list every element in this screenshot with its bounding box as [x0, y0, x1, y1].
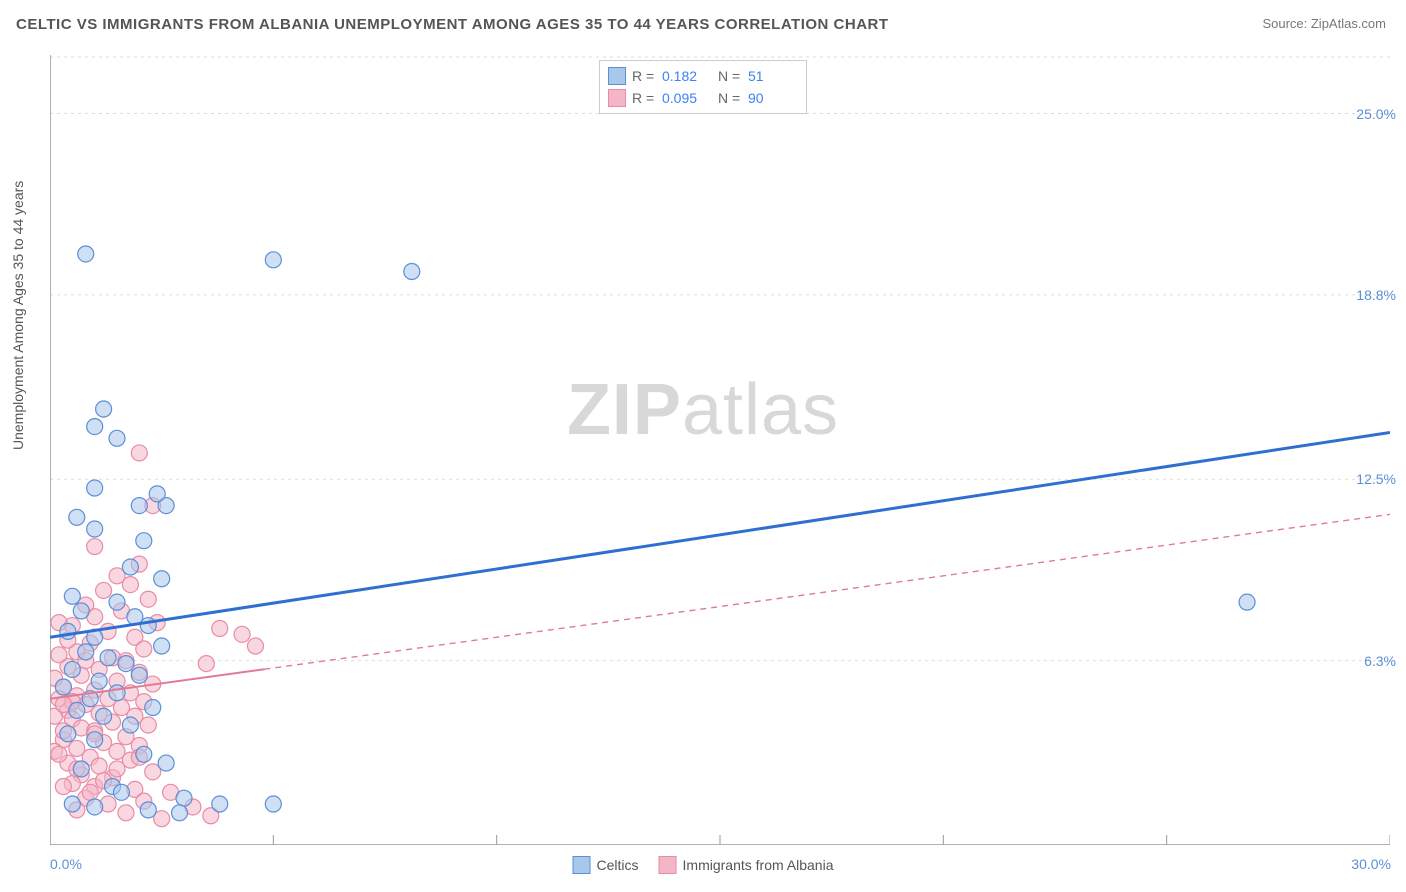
- data-point: [64, 796, 80, 812]
- data-point: [265, 796, 281, 812]
- legend-swatch: [608, 67, 626, 85]
- data-point: [82, 784, 98, 800]
- legend-swatch: [573, 856, 591, 874]
- data-point: [96, 582, 112, 598]
- data-point: [247, 638, 263, 654]
- data-point: [198, 656, 214, 672]
- x-axis-min-label: 0.0%: [50, 856, 82, 872]
- data-point: [145, 699, 161, 715]
- data-point: [131, 498, 147, 514]
- legend-swatch: [608, 89, 626, 107]
- data-point: [78, 246, 94, 262]
- data-point: [96, 401, 112, 417]
- data-point: [113, 784, 129, 800]
- n-value: 90: [748, 90, 798, 106]
- data-point: [78, 644, 94, 660]
- data-point: [131, 445, 147, 461]
- x-axis-max-label: 30.0%: [1351, 856, 1391, 872]
- data-point: [87, 521, 103, 537]
- data-point: [73, 603, 89, 619]
- data-point: [158, 755, 174, 771]
- data-point: [109, 430, 125, 446]
- n-label: N =: [718, 68, 742, 84]
- data-point: [234, 626, 250, 642]
- data-point: [73, 761, 89, 777]
- data-point: [51, 647, 67, 663]
- data-point: [69, 509, 85, 525]
- scatter-plot: [50, 55, 1390, 845]
- data-point: [212, 620, 228, 636]
- legend-stat-row: R = 0.182 N = 51: [608, 65, 798, 87]
- legend-series-name: Immigrants from Albania: [683, 857, 834, 873]
- data-point: [140, 802, 156, 818]
- data-point: [154, 571, 170, 587]
- data-point: [87, 480, 103, 496]
- y-tick-label: 6.3%: [1364, 653, 1396, 669]
- data-point: [140, 591, 156, 607]
- legend-stat-row: R = 0.095 N = 90: [608, 87, 798, 109]
- data-point: [87, 419, 103, 435]
- data-point: [87, 539, 103, 555]
- correlation-legend: R = 0.182 N = 51 R = 0.095 N = 90: [599, 60, 807, 114]
- data-point: [140, 717, 156, 733]
- data-point: [136, 533, 152, 549]
- data-point: [60, 726, 76, 742]
- data-point: [64, 588, 80, 604]
- r-label: R =: [632, 68, 656, 84]
- source-attribution: Source: ZipAtlas.com: [1262, 16, 1386, 31]
- data-point: [91, 673, 107, 689]
- regression-extrapolation: [264, 514, 1390, 669]
- chart-title: CELTIC VS IMMIGRANTS FROM ALBANIA UNEMPL…: [16, 16, 889, 33]
- legend-item: Celtics: [573, 856, 639, 874]
- data-point: [109, 761, 125, 777]
- data-point: [118, 656, 134, 672]
- data-point: [100, 650, 116, 666]
- series-legend: Celtics Immigrants from Albania: [573, 856, 834, 874]
- source-label: Source:: [1262, 16, 1310, 31]
- data-point: [212, 796, 228, 812]
- y-tick-label: 18.8%: [1356, 287, 1396, 303]
- data-point: [118, 805, 134, 821]
- legend-swatch: [659, 856, 677, 874]
- data-point: [122, 559, 138, 575]
- source-value: ZipAtlas.com: [1311, 16, 1386, 31]
- data-point: [109, 685, 125, 701]
- r-value: 0.182: [662, 68, 712, 84]
- data-point: [96, 708, 112, 724]
- legend-series-name: Celtics: [597, 857, 639, 873]
- data-point: [404, 264, 420, 280]
- data-point: [55, 778, 71, 794]
- data-point: [64, 661, 80, 677]
- legend-item: Immigrants from Albania: [659, 856, 834, 874]
- data-point: [91, 758, 107, 774]
- r-value: 0.095: [662, 90, 712, 106]
- data-point: [69, 702, 85, 718]
- data-point: [87, 799, 103, 815]
- data-point: [109, 594, 125, 610]
- n-label: N =: [718, 90, 742, 106]
- y-tick-label: 25.0%: [1356, 106, 1396, 122]
- data-point: [154, 638, 170, 654]
- data-point: [1239, 594, 1255, 610]
- data-point: [55, 679, 71, 695]
- data-point: [131, 667, 147, 683]
- data-point: [172, 805, 188, 821]
- n-value: 51: [748, 68, 798, 84]
- data-point: [87, 732, 103, 748]
- y-axis-label: Unemployment Among Ages 35 to 44 years: [10, 181, 26, 450]
- data-point: [149, 486, 165, 502]
- data-point: [122, 577, 138, 593]
- y-tick-label: 12.5%: [1356, 471, 1396, 487]
- data-point: [60, 623, 76, 639]
- data-point: [51, 746, 67, 762]
- data-point: [265, 252, 281, 268]
- data-point: [176, 790, 192, 806]
- data-point: [136, 746, 152, 762]
- data-point: [122, 717, 138, 733]
- data-point: [136, 641, 152, 657]
- r-label: R =: [632, 90, 656, 106]
